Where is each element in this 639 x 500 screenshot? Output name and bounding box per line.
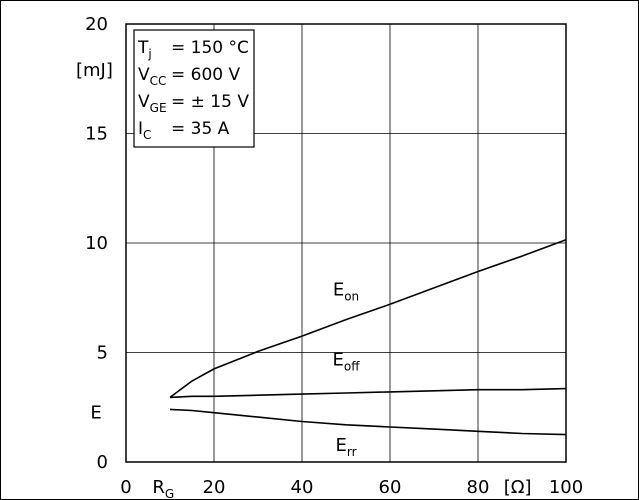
condition-value: = ± 15 V	[171, 92, 249, 112]
y-tick-label: 5	[97, 343, 108, 364]
series-label-rr: Err	[335, 435, 356, 459]
series-line-off	[169, 387, 567, 399]
series-label-off: Eoff	[333, 350, 361, 374]
series-line-on	[169, 238, 567, 399]
y-axis-unit: [mJ]	[76, 60, 113, 81]
x-tick-label: 20	[203, 477, 226, 498]
y-tick-label: 10	[85, 233, 108, 254]
x-tick-label: 40	[291, 477, 314, 498]
x-tick-labels: 0 20 40 60 80 100	[120, 477, 583, 498]
condition-value: = 150 °C	[171, 38, 249, 58]
condition-symbol: Tj	[137, 38, 152, 61]
x-axis-unit: [Ω]	[504, 477, 532, 498]
condition-symbol: VGE	[138, 92, 167, 115]
x-tick-label: 100	[549, 477, 583, 498]
condition-symbol: IC	[138, 119, 151, 142]
condition-value: = 35 A	[171, 119, 230, 139]
x-tick-label: 60	[379, 477, 402, 498]
condition-symbol: VCC	[138, 65, 166, 88]
series-line-rr	[169, 408, 567, 436]
conditions-box-frame	[133, 29, 255, 148]
series-group: Eon Eoff Err	[169, 238, 567, 459]
condition-value: = 600 V	[171, 65, 240, 85]
series-label-on: Eon	[333, 280, 359, 304]
axis-labels: [mJ] E RG [Ω]	[76, 60, 532, 500]
y-axis-label: E	[90, 403, 101, 424]
y-tick-label: 15	[85, 124, 108, 145]
x-tick-label: 0	[120, 477, 131, 498]
x-tick-label: 80	[467, 477, 490, 498]
y-tick-label: 0	[97, 452, 108, 473]
plot-area	[125, 23, 567, 463]
x-axis-label: RG	[152, 477, 174, 500]
y-tick-label: 20	[85, 14, 108, 35]
y-tick-labels: 0 5 10 15 20	[85, 14, 108, 473]
